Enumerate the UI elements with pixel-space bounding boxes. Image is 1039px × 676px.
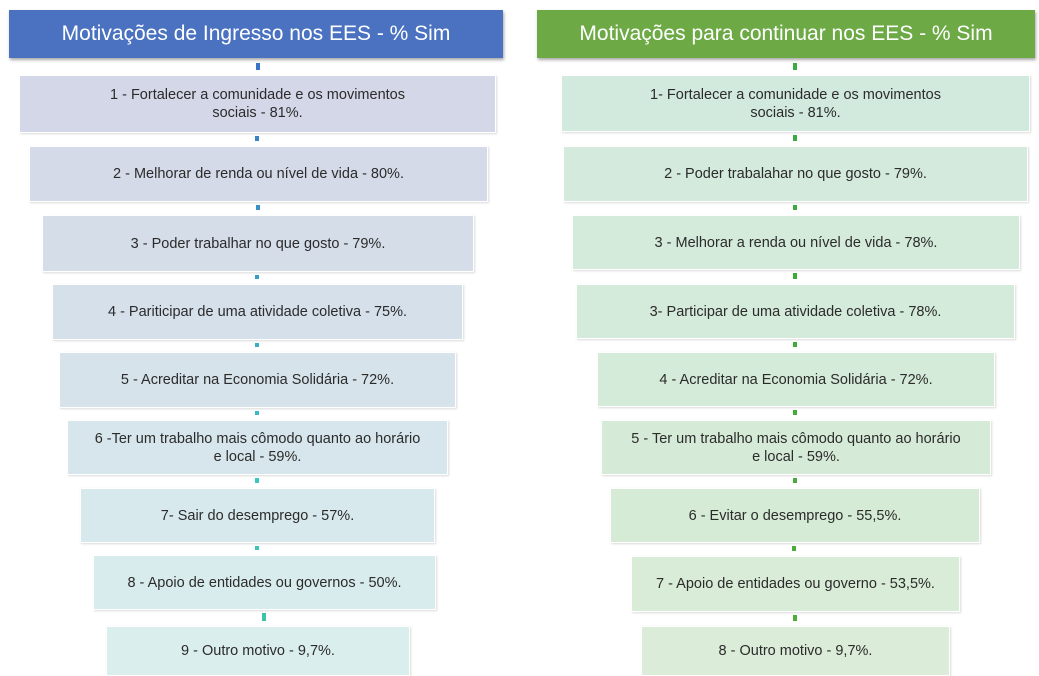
- motivation-text: 4 - Acreditar na Economia Solidária - 72…: [659, 371, 933, 388]
- motivation-text: 1- Fortalecer a comunidade e os moviment…: [650, 86, 941, 121]
- motivation-box: 1 - Fortalecer a comunidade e os movimen…: [19, 75, 496, 133]
- motivation-text: 8 - Apoio de entidades ou governos - 50%…: [127, 574, 402, 591]
- connector: [254, 411, 259, 415]
- motivation-box: 9 - Outro motivo - 9,7%.: [106, 626, 410, 676]
- motivation-text: 3 - Melhorar a renda ou nível de vida - …: [654, 234, 938, 251]
- motivation-box: 3- Participar de uma atividade coletiva …: [576, 284, 1015, 339]
- motivation-text: 3 - Poder trabalhar no que gosto - 79%.: [130, 235, 386, 252]
- motivation-text: 4 - Pariticipar de uma atividade coletiv…: [107, 304, 407, 320]
- connector: [255, 275, 259, 279]
- connector: [261, 613, 266, 621]
- motivation-box: 4 - Acreditar na Economia Solidária - 72…: [597, 352, 995, 407]
- connector: [255, 205, 260, 210]
- connector: [792, 342, 797, 347]
- motivation-text: 5 - Acreditar na Economia Solidária - 72…: [120, 372, 395, 388]
- motivation-box: 6 - Evitar o desemprego - 55,5%.: [610, 488, 980, 543]
- motivation-box: 5 - Ter um trabalho mais cômodo quanto a…: [601, 420, 991, 475]
- connector: [793, 478, 797, 483]
- motivation-text: 7 - Apoio de entidades ou governo - 53,5…: [656, 576, 935, 592]
- connector: [793, 273, 797, 279]
- motivation-box: 2 - Poder trabalahar no que gosto - 79%.: [563, 146, 1028, 202]
- motivation-text: 6 -Ter um trabalho mais cômodo quanto ao…: [94, 430, 421, 465]
- connector: [793, 410, 797, 415]
- motivation-text: 3- Participar de uma atividade coletiva …: [649, 303, 942, 320]
- connector: [792, 135, 797, 141]
- motivation-text: 5 - Ter um trabalho mais cômodo quanto a…: [631, 430, 961, 465]
- connector: [256, 63, 260, 70]
- connector: [254, 478, 259, 483]
- motivation-box: 3 - Poder trabalhar no que gosto - 79%.: [42, 215, 474, 272]
- motivation-box: 2 - Melhorar de renda ou nível de vida -…: [29, 146, 488, 202]
- motivation-box: 7 - Apoio de entidades ou governo - 53,5…: [631, 556, 960, 612]
- connector: [793, 63, 797, 70]
- motivation-box: 8 - Outro motivo - 9,7%.: [641, 626, 950, 676]
- motivation-box: 1- Fortalecer a comunidade e os moviment…: [561, 75, 1030, 132]
- motivation-box: 8 - Apoio de entidades ou governos - 50%…: [93, 555, 436, 610]
- motivation-text: 9 - Outro motivo - 9,7%.: [181, 643, 335, 659]
- connector: [792, 615, 797, 621]
- motivation-text: 1 - Fortalecer a comunidade e os movimen…: [110, 87, 405, 121]
- motivation-text: 8 - Outro motivo - 9,7%.: [718, 643, 873, 659]
- connector: [792, 205, 797, 210]
- connector: [254, 343, 259, 347]
- motivation-text: 7- Sair do desemprego - 57%.: [160, 507, 355, 524]
- motivation-box: 6 -Ter um trabalho mais cômodo quanto ao…: [67, 420, 448, 475]
- motivation-text: 6 - Evitar o desemprego - 55,5%.: [688, 507, 902, 524]
- left-title: Motivações de Ingresso nos EES - % Sim: [9, 10, 503, 58]
- motivation-box: 4 - Pariticipar de uma atividade coletiv…: [52, 284, 463, 340]
- motivation-box: 3 - Melhorar a renda ou nível de vida - …: [572, 215, 1020, 270]
- connector: [254, 546, 259, 550]
- motivation-box: 5 - Acreditar na Economia Solidária - 72…: [59, 352, 456, 408]
- connector: [254, 136, 259, 141]
- connector: [792, 546, 796, 551]
- motivation-box: 7- Sair do desemprego - 57%.: [80, 488, 435, 543]
- motivation-text: 2 - Poder trabalahar no que gosto - 79%.: [664, 166, 927, 182]
- motivation-text: 2 - Melhorar de renda ou nível de vida -…: [113, 166, 404, 182]
- right-title: Motivações para continuar nos EES - % Si…: [537, 10, 1035, 58]
